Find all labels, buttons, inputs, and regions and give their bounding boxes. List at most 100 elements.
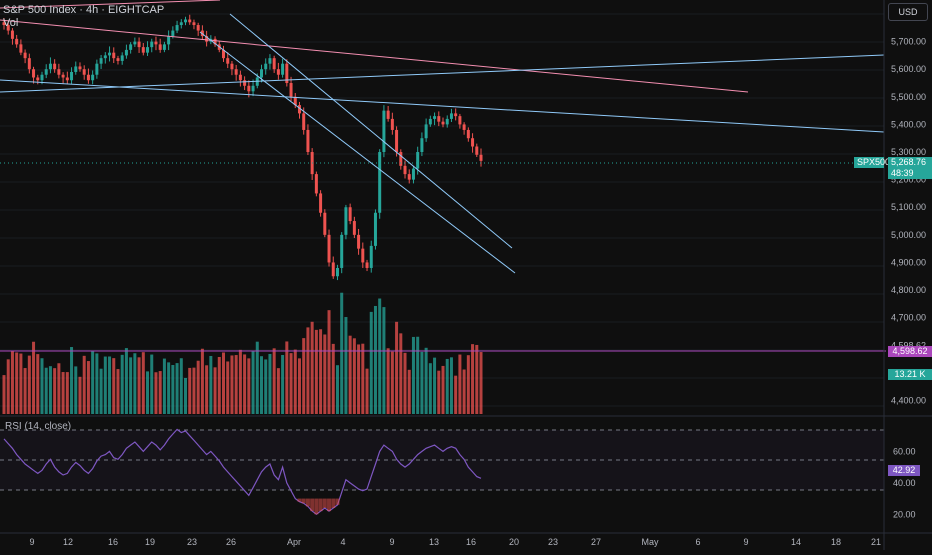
rsi-oversold-fill: [335, 498, 340, 505]
volume-bar: [344, 317, 348, 414]
candle-body: [454, 113, 458, 117]
candle-body: [27, 58, 31, 70]
volume-bar: [462, 369, 466, 414]
volume-bar: [454, 375, 458, 414]
volume-bar: [293, 349, 297, 414]
volume-bar: [331, 343, 335, 414]
candle-body: [466, 129, 470, 139]
time-label: 16: [108, 537, 118, 547]
volume-bar: [23, 368, 27, 414]
candle-body: [428, 118, 432, 125]
trendline-pink[interactable]: [0, 19, 749, 93]
candle-body: [146, 47, 150, 53]
candle-body: [458, 116, 462, 125]
rsi-title[interactable]: RSI (14, close): [5, 421, 72, 432]
candle-body: [285, 63, 289, 84]
price-label: 5,100.00: [891, 202, 926, 212]
candle-body: [319, 193, 323, 213]
candle-body: [61, 74, 65, 78]
symbol-title[interactable]: S&P 500 Index · 4h · EIGHTCAP: [3, 4, 165, 16]
candle-body: [222, 49, 226, 59]
candle-body: [226, 58, 230, 64]
volume-bar: [209, 355, 213, 414]
price-label: 5,600.00: [891, 64, 926, 74]
candle-body: [36, 77, 40, 81]
candle-body: [19, 44, 23, 53]
volume-bar: [133, 353, 137, 414]
trendline-blue-rising[interactable]: [0, 54, 885, 93]
currency-button[interactable]: USD: [888, 3, 928, 21]
last-price-value: 5,268.76: [891, 157, 927, 167]
candle-body: [103, 55, 107, 59]
candle-body: [293, 96, 297, 106]
volume-bar: [251, 351, 255, 414]
rsi-oversold-fill: [322, 498, 327, 508]
volume-bar: [175, 363, 179, 414]
volume-label[interactable]: Vol: [3, 17, 19, 29]
volume-line-badge: 4,598.62: [888, 346, 932, 357]
volume-bar: [264, 359, 268, 414]
candle-body: [86, 74, 90, 81]
volume-bar: [32, 341, 36, 414]
volume-bars: [2, 292, 483, 414]
time-label: 27: [591, 537, 601, 547]
price-label: 4,900.00: [891, 257, 926, 267]
volume-bar: [19, 353, 23, 414]
candle-body: [82, 69, 86, 75]
candle-body: [167, 36, 171, 45]
volume-bar: [150, 354, 154, 414]
candle-body: [141, 47, 145, 53]
candle-body: [57, 69, 61, 75]
candle-body: [133, 41, 137, 45]
candle-body: [6, 25, 10, 31]
time-scale[interactable]: 9 12 16 19 23 26 Apr 4 9 13 16 20 23 27 May 6 9 14 18 21: [29, 537, 881, 547]
candle-body: [2, 22, 6, 26]
candle-body: [120, 55, 124, 61]
candle-body: [437, 116, 441, 122]
volume-bar: [424, 347, 428, 414]
volume-bar: [61, 372, 65, 414]
candle-body: [23, 52, 27, 59]
volume-bar: [200, 348, 204, 414]
volume-bar: [348, 335, 352, 414]
candle-body: [327, 234, 331, 263]
candle-body: [407, 174, 411, 180]
volume-bar: [382, 307, 386, 414]
rsi-oversold-fill: [297, 498, 302, 502]
volume-bar: [289, 353, 293, 414]
volume-bar: [352, 338, 356, 414]
candle-body: [112, 52, 116, 59]
candle-body: [44, 69, 48, 75]
candle-body: [471, 138, 475, 147]
volume-bar: [192, 367, 196, 414]
volume-bar: [65, 372, 69, 414]
candle-body: [10, 30, 14, 39]
candle-body: [213, 38, 217, 45]
volume-bar: [479, 352, 483, 414]
candle-body: [395, 129, 399, 153]
channel-lower-line[interactable]: [199, 31, 516, 274]
volume-bar: [285, 341, 289, 414]
volume-bar: [36, 354, 40, 414]
candle-body: [403, 165, 407, 175]
volume-bar: [57, 363, 61, 414]
candle-body: [399, 152, 403, 166]
trendline-top[interactable]: [0, 0, 221, 9]
volume-bar: [390, 351, 394, 414]
trendline-blue-falling[interactable]: [0, 79, 885, 133]
time-label: 9: [29, 537, 34, 547]
volume-bar: [373, 305, 377, 414]
candle-body: [95, 63, 99, 75]
candle-body: [289, 83, 293, 97]
channel-upper-line[interactable]: [229, 13, 513, 249]
volume-bar: [95, 353, 99, 414]
volume-bar: [281, 354, 285, 414]
volume-bar: [213, 367, 217, 414]
volume-bar: [129, 357, 133, 414]
volume-bar: [276, 368, 280, 414]
rsi-oversold-fill: [318, 498, 323, 512]
candle-body: [234, 69, 238, 75]
trend-lines[interactable]: [0, 0, 885, 274]
